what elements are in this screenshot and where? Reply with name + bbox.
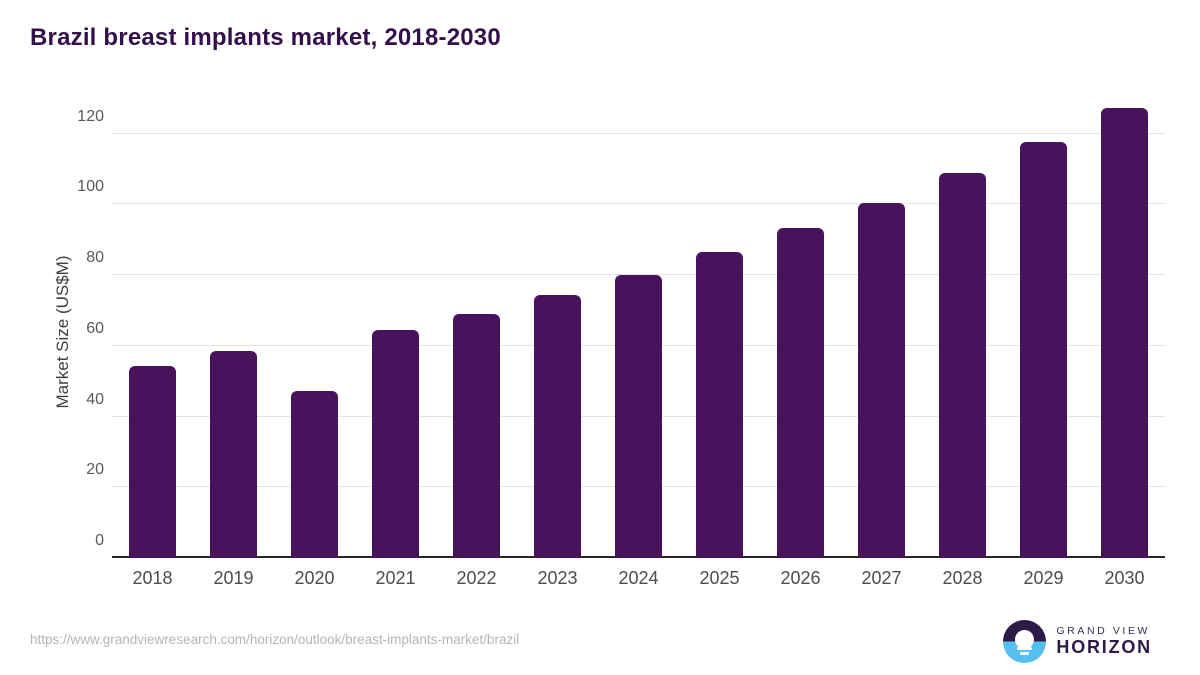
y-tick-label: 0 (95, 532, 104, 549)
y-axis-title: Market Size (US$M) (53, 255, 72, 409)
x-tick-label-2026: 2026 (780, 568, 821, 588)
gridline (112, 274, 1165, 276)
x-tick-label-2028: 2028 (942, 568, 983, 588)
bar-slot-2019 (193, 100, 274, 558)
bar-2021 (372, 330, 419, 558)
logo-product-name: HORIZON (1056, 637, 1152, 658)
bar-2018 (129, 365, 176, 558)
chart-title: Brazil breast implants market, 2018-2030 (30, 24, 501, 51)
x-tick-label-2019: 2019 (213, 568, 254, 588)
bar-slot-2021 (355, 100, 436, 558)
x-tick-label-2018: 2018 (132, 568, 173, 588)
bar-slot-2028 (922, 100, 1003, 558)
bar-2019 (210, 350, 257, 558)
grand-view-horizon-logo: GRAND VIEW HORIZON (1003, 620, 1152, 663)
horizon-sun-icon (1003, 620, 1047, 663)
x-tick-label-2024: 2024 (618, 568, 659, 588)
y-tick-label: 20 (86, 461, 104, 479)
bar-2030 (1101, 107, 1148, 558)
bar-slot-2029 (1003, 100, 1084, 558)
gridline (112, 132, 1165, 134)
gridline (112, 203, 1165, 205)
x-tick-label-2027: 2027 (861, 568, 902, 588)
sun-reflection-stripe (1020, 652, 1030, 655)
bar-2028 (939, 173, 986, 558)
bar-2025 (696, 252, 743, 558)
y-tick-label: 100 (77, 178, 104, 196)
x-tick-label-2029: 2029 (1023, 568, 1064, 588)
bar-2022 (453, 313, 500, 558)
bar-slot-2026 (760, 100, 841, 558)
x-tick-label-2023: 2023 (537, 568, 578, 588)
bar-2020 (291, 391, 338, 558)
bar-slot-2022 (436, 100, 517, 558)
y-tick-label: 60 (86, 319, 104, 337)
x-tick-label-2020: 2020 (294, 568, 335, 588)
bar-slot-2020 (274, 100, 355, 558)
y-tick-label: 80 (86, 249, 104, 267)
bar-slot-2027 (841, 100, 922, 558)
sun-shape (1015, 630, 1035, 649)
bar-2027 (858, 202, 905, 558)
logo-text: GRAND VIEW HORIZON (1056, 625, 1152, 658)
bar-slot-2024 (598, 100, 679, 558)
bar-slot-2023 (517, 100, 598, 558)
plot-area: 0 20 40 60 80 100 120 (77, 100, 1165, 558)
bar-series (112, 100, 1165, 558)
bar-slot-2030 (1084, 100, 1165, 558)
bar-2024 (615, 274, 662, 558)
bar-2026 (777, 228, 824, 558)
bar-2029 (1020, 142, 1067, 558)
x-tick-label-2022: 2022 (456, 568, 497, 588)
sun-reflection-stripe (1017, 646, 1033, 650)
logo-brand-name: GRAND VIEW (1056, 625, 1151, 638)
x-tick-label-2030: 2030 (1104, 568, 1145, 588)
source-url: https://www.grandviewresearch.com/horizo… (30, 632, 520, 647)
bar-slot-2018 (112, 100, 193, 558)
x-tick-label-2021: 2021 (375, 568, 416, 588)
x-tick-label-2025: 2025 (699, 568, 740, 588)
x-axis-labels: 2018 2019 2020 2021 2022 2023 2024 2025 2026 2027… (112, 568, 1165, 589)
y-tick-label: 120 (77, 107, 104, 125)
bar-slot-2025 (679, 100, 760, 558)
bar-2023 (534, 295, 581, 558)
y-tick-label: 40 (86, 390, 104, 408)
